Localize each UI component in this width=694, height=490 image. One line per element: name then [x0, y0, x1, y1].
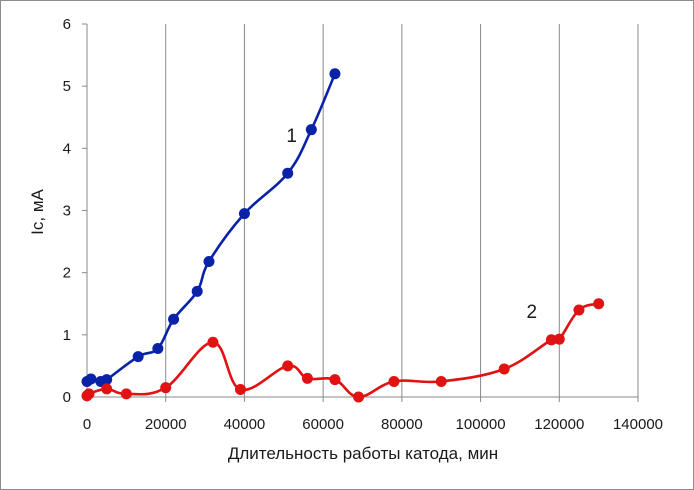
- data-point: [191, 285, 203, 297]
- x-axis-label: Длительность работы катода, мин: [228, 444, 498, 463]
- data-point: [203, 255, 215, 267]
- data-point: [132, 351, 144, 363]
- data-point: [498, 363, 510, 375]
- data-point: [85, 373, 97, 385]
- x-tick-label: 20000: [145, 416, 187, 433]
- data-point: [545, 334, 557, 346]
- y-tick-label: 5: [63, 78, 71, 95]
- data-point: [152, 343, 164, 355]
- series-label: 1: [286, 126, 297, 147]
- x-tick-label: 100000: [456, 416, 506, 433]
- y-tick-label: 1: [63, 327, 71, 344]
- data-point: [353, 391, 365, 403]
- data-point: [160, 382, 172, 394]
- data-point: [120, 388, 132, 400]
- data-point: [101, 383, 113, 395]
- data-point: [573, 304, 585, 316]
- x-tick-label: 0: [83, 416, 91, 433]
- data-point: [435, 375, 447, 387]
- x-tick-label: 120000: [534, 416, 584, 433]
- x-tick-label: 40000: [224, 416, 266, 433]
- data-point: [329, 374, 341, 386]
- series-label: 2: [526, 302, 537, 323]
- series-layer: 12: [81, 68, 605, 403]
- data-point: [207, 336, 219, 348]
- y-tick-label: 2: [63, 265, 71, 282]
- y-tick-label: 6: [63, 16, 71, 33]
- data-point: [593, 298, 605, 310]
- data-point: [553, 333, 565, 345]
- data-point: [101, 374, 113, 386]
- grid: [165, 24, 639, 397]
- data-point: [388, 375, 400, 387]
- data-point: [83, 388, 95, 400]
- data-point: [234, 384, 246, 396]
- y-tick-label: 0: [63, 389, 71, 406]
- data-point: [282, 167, 294, 179]
- series-2: 2: [81, 298, 605, 403]
- x-tick-label: 140000: [613, 416, 663, 433]
- series-line: [86, 73, 337, 384]
- data-point: [168, 313, 180, 325]
- y-tick-label: 3: [63, 203, 71, 220]
- data-point: [305, 124, 317, 136]
- data-point: [238, 208, 250, 220]
- series-1: 1: [81, 68, 341, 387]
- x-tick-label: 80000: [381, 416, 423, 433]
- data-point: [329, 68, 341, 80]
- data-point: [301, 372, 313, 384]
- y-tick-label: 4: [63, 140, 71, 157]
- data-point: [282, 360, 294, 372]
- tick-labels: 0 20000 40000 60000 80000 100000 120000 140000 0…: [63, 16, 663, 433]
- y-axis-label: Ic, мА: [28, 188, 47, 234]
- x-tick-label: 60000: [302, 416, 344, 433]
